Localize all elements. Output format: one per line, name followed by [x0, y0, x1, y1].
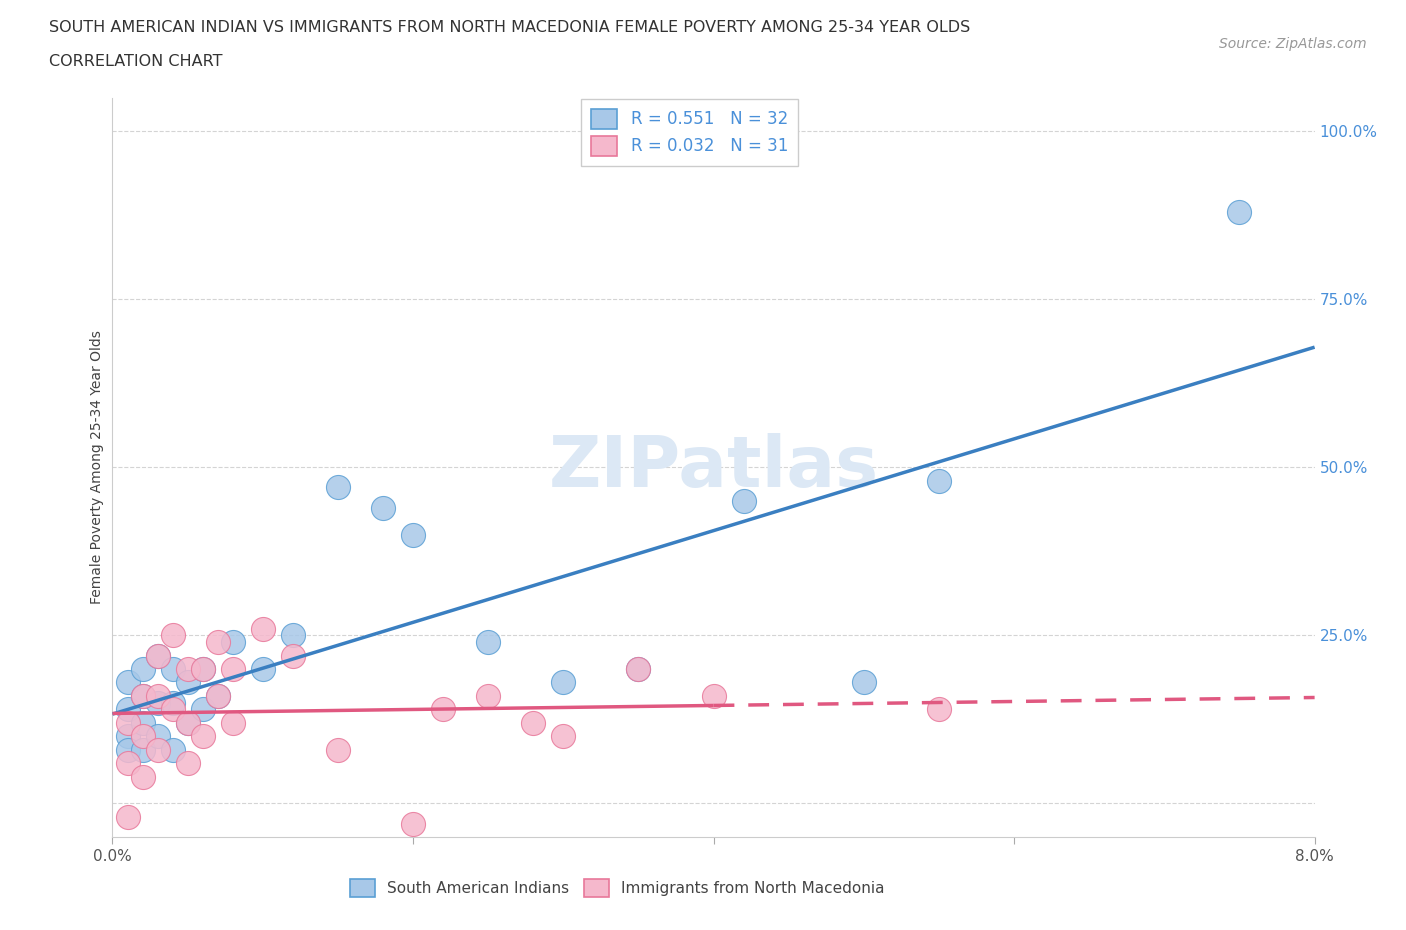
Point	[326, 742, 349, 757]
Point	[117, 742, 139, 757]
Point	[146, 648, 169, 663]
Point	[176, 675, 198, 690]
Text: CORRELATION CHART: CORRELATION CHART	[49, 54, 222, 69]
Point	[162, 742, 184, 757]
Point	[477, 688, 499, 703]
Point	[627, 661, 650, 676]
Text: Source: ZipAtlas.com: Source: ZipAtlas.com	[1219, 37, 1367, 51]
Point	[146, 729, 169, 744]
Point	[176, 661, 198, 676]
Point	[191, 661, 214, 676]
Point	[852, 675, 875, 690]
Text: SOUTH AMERICAN INDIAN VS IMMIGRANTS FROM NORTH MACEDONIA FEMALE POVERTY AMONG 25: SOUTH AMERICAN INDIAN VS IMMIGRANTS FROM…	[49, 20, 970, 35]
Point	[222, 634, 245, 649]
Point	[117, 729, 139, 744]
Point	[162, 661, 184, 676]
Point	[117, 675, 139, 690]
Point	[131, 742, 153, 757]
Point	[281, 648, 304, 663]
Point	[928, 702, 950, 717]
Point	[162, 702, 184, 717]
Point	[191, 661, 214, 676]
Point	[162, 628, 184, 643]
Point	[222, 715, 245, 730]
Point	[207, 634, 229, 649]
Point	[131, 715, 153, 730]
Point	[402, 817, 425, 831]
Point	[553, 675, 575, 690]
Point	[117, 702, 139, 717]
Legend: South American Indians, Immigrants from North Macedonia: South American Indians, Immigrants from …	[344, 872, 890, 903]
Point	[117, 755, 139, 770]
Text: ZIPatlas: ZIPatlas	[548, 432, 879, 502]
Point	[207, 688, 229, 703]
Point	[627, 661, 650, 676]
Point	[733, 494, 755, 509]
Point	[371, 500, 394, 515]
Point	[207, 688, 229, 703]
Point	[252, 661, 274, 676]
Point	[146, 695, 169, 710]
Y-axis label: Female Poverty Among 25-34 Year Olds: Female Poverty Among 25-34 Year Olds	[90, 330, 104, 604]
Point	[928, 473, 950, 488]
Point	[131, 769, 153, 784]
Point	[702, 688, 725, 703]
Point	[402, 527, 425, 542]
Point	[131, 688, 153, 703]
Point	[176, 755, 198, 770]
Point	[432, 702, 454, 717]
Point	[191, 729, 214, 744]
Point	[553, 729, 575, 744]
Point	[326, 480, 349, 495]
Point	[131, 729, 153, 744]
Point	[477, 634, 499, 649]
Point	[117, 809, 139, 824]
Point	[281, 628, 304, 643]
Point	[117, 715, 139, 730]
Point	[146, 742, 169, 757]
Point	[146, 688, 169, 703]
Point	[131, 688, 153, 703]
Point	[176, 715, 198, 730]
Point	[522, 715, 544, 730]
Point	[1229, 205, 1251, 219]
Point	[176, 715, 198, 730]
Point	[252, 621, 274, 636]
Point	[191, 702, 214, 717]
Point	[146, 648, 169, 663]
Point	[131, 661, 153, 676]
Point	[222, 661, 245, 676]
Point	[162, 695, 184, 710]
